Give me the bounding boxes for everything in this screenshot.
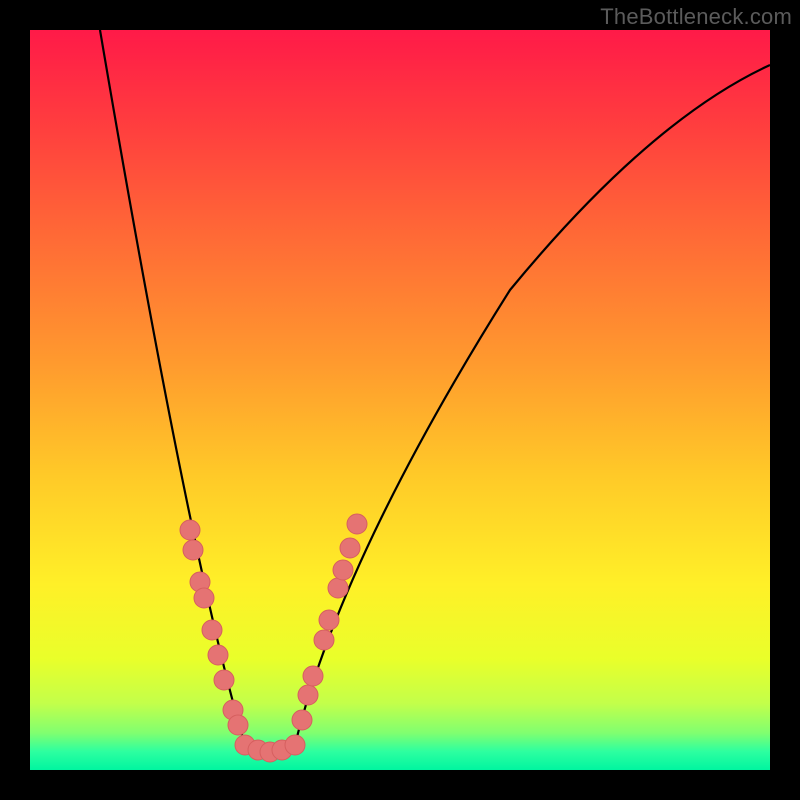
watermark-label: TheBottleneck.com bbox=[600, 4, 792, 30]
data-marker bbox=[292, 710, 312, 730]
data-marker bbox=[303, 666, 323, 686]
data-marker bbox=[314, 630, 334, 650]
data-marker bbox=[285, 735, 305, 755]
data-marker bbox=[319, 610, 339, 630]
data-marker bbox=[333, 560, 353, 580]
data-marker bbox=[194, 588, 214, 608]
data-marker bbox=[340, 538, 360, 558]
data-marker bbox=[347, 514, 367, 534]
data-marker bbox=[183, 540, 203, 560]
plot-background bbox=[30, 30, 770, 770]
data-marker bbox=[298, 685, 318, 705]
data-marker bbox=[202, 620, 222, 640]
chart-svg bbox=[0, 0, 800, 800]
data-marker bbox=[180, 520, 200, 540]
data-marker bbox=[214, 670, 234, 690]
data-marker bbox=[208, 645, 228, 665]
data-marker bbox=[228, 715, 248, 735]
plot-area bbox=[30, 30, 770, 770]
chart-stage: TheBottleneck.com bbox=[0, 0, 800, 800]
data-marker bbox=[328, 578, 348, 598]
